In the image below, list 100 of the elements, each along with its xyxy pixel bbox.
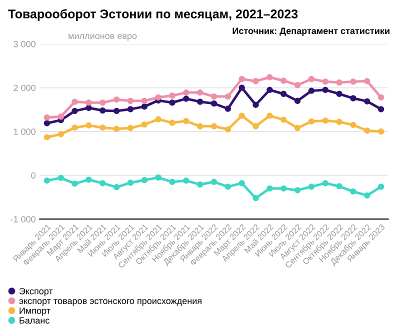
point — [141, 177, 148, 184]
point — [44, 134, 50, 140]
point — [336, 183, 342, 190]
point — [44, 177, 50, 184]
point — [196, 89, 204, 96]
point — [350, 188, 356, 195]
point — [183, 177, 190, 184]
point — [100, 107, 106, 114]
point — [364, 128, 370, 134]
point — [86, 176, 92, 183]
point — [308, 118, 315, 125]
point — [294, 82, 301, 88]
point — [113, 126, 120, 132]
point — [364, 192, 370, 199]
point — [308, 184, 315, 190]
point — [210, 100, 218, 107]
point — [238, 112, 245, 119]
point — [378, 106, 384, 112]
point — [44, 120, 50, 126]
point — [113, 108, 120, 114]
point — [280, 116, 287, 123]
y-tick-label: 3 000 — [14, 40, 36, 48]
point — [322, 117, 328, 124]
point — [238, 180, 245, 186]
point — [238, 76, 245, 82]
text: Источник: Департамент статистики — [232, 28, 390, 36]
point — [266, 185, 273, 192]
point — [210, 123, 218, 130]
point — [196, 123, 204, 130]
point — [210, 178, 218, 186]
point — [322, 78, 328, 85]
legend-label: Импорт — [20, 308, 50, 316]
chart-title: Товарооборот Эстонии по месяцам, 2021–2023 — [8, 9, 298, 21]
point — [127, 124, 134, 132]
point — [378, 94, 384, 101]
point — [336, 79, 342, 86]
point — [127, 106, 134, 112]
point — [113, 184, 120, 190]
point — [183, 118, 190, 124]
point — [350, 95, 356, 102]
point — [58, 131, 64, 138]
point — [183, 89, 190, 96]
point — [294, 98, 301, 104]
point — [44, 114, 50, 121]
point — [336, 90, 342, 97]
point — [86, 122, 92, 129]
point — [294, 124, 301, 132]
point — [196, 181, 204, 188]
point — [113, 96, 120, 103]
point — [266, 86, 273, 94]
point — [183, 96, 190, 102]
point — [210, 93, 218, 100]
point — [127, 180, 134, 186]
point — [252, 78, 259, 84]
point — [155, 116, 162, 122]
point — [280, 78, 287, 84]
y-tick-label: -1 000 — [10, 216, 36, 222]
point — [169, 92, 176, 99]
point — [252, 123, 259, 130]
point — [238, 84, 245, 91]
point — [252, 194, 259, 202]
point — [86, 100, 92, 106]
point — [155, 174, 162, 181]
point — [252, 102, 259, 108]
point — [378, 128, 384, 135]
point — [224, 184, 232, 190]
point — [141, 98, 148, 104]
point — [100, 180, 106, 186]
point — [86, 104, 92, 112]
point — [350, 78, 356, 85]
point — [308, 88, 315, 94]
legend-label: Экспорт — [19, 288, 53, 296]
point — [58, 114, 64, 120]
legend-label: Баланс — [20, 317, 50, 324]
point — [141, 103, 148, 110]
point — [72, 124, 78, 131]
point — [169, 100, 176, 106]
point — [58, 174, 64, 182]
point — [196, 98, 204, 105]
point — [266, 74, 273, 80]
point — [378, 184, 384, 190]
point — [350, 122, 356, 128]
point — [127, 98, 134, 104]
point — [72, 108, 78, 114]
point — [224, 126, 232, 132]
y-tick-label: 2 000 — [14, 84, 36, 92]
point — [322, 180, 328, 186]
legend-label: экспорт товаров эстонского происхождения — [19, 299, 202, 306]
point — [322, 86, 328, 94]
point — [72, 98, 78, 105]
point — [308, 76, 315, 82]
point — [364, 98, 370, 104]
point — [280, 185, 287, 192]
point — [266, 112, 273, 119]
point — [280, 90, 287, 97]
point — [72, 180, 78, 187]
point — [169, 178, 176, 186]
point — [364, 78, 370, 84]
point — [224, 93, 232, 100]
point — [169, 120, 176, 126]
